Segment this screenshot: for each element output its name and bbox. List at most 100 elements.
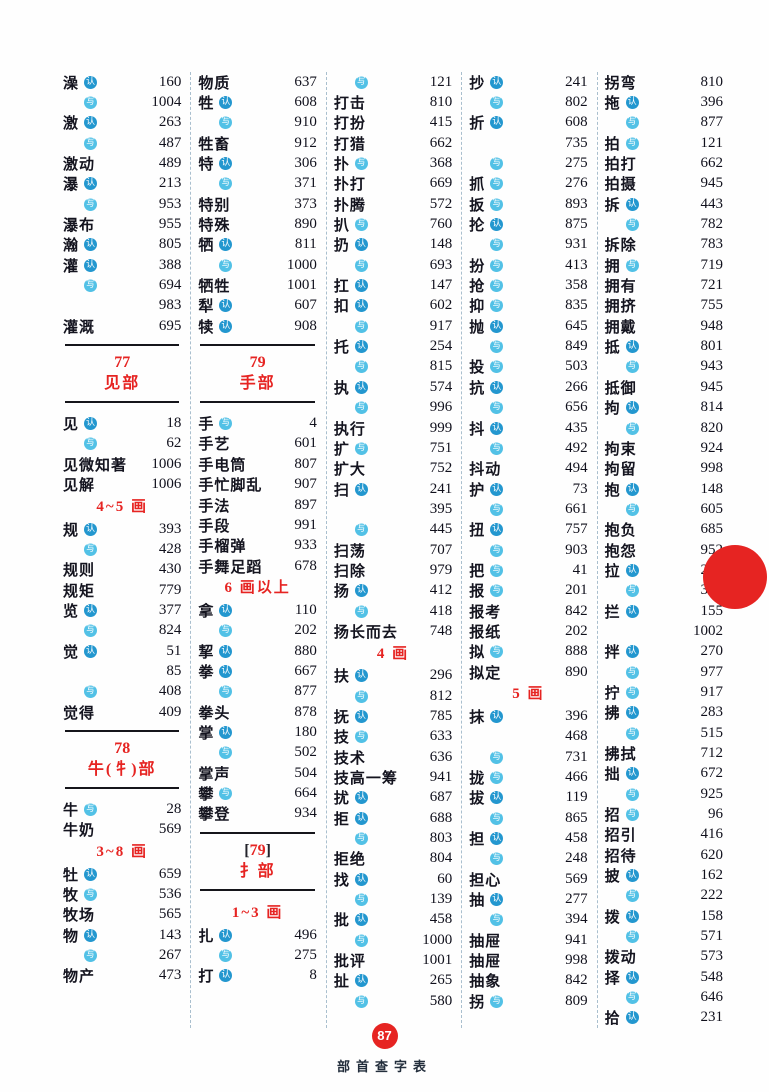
ren-icon: 认 (219, 969, 233, 983)
entry-word: 扑打 (333, 177, 366, 194)
entry-row: 写 865 (469, 808, 588, 828)
entry-page-number: 983 (158, 297, 182, 314)
entry-word: 抽象 (469, 974, 502, 991)
entry-row: 写 661 (469, 499, 588, 519)
xie-icon: 写 (219, 624, 233, 638)
xie-icon: 写 (490, 645, 504, 659)
entry-page-number: 875 (565, 216, 588, 233)
entry-word: 手忙脚乱 (198, 478, 263, 495)
entry-page-number: 445 (429, 521, 453, 538)
entry-row: 扑腾 572 (334, 194, 452, 214)
entry-page-number: 413 (565, 256, 588, 273)
entry-row: 写 877 (605, 113, 723, 133)
entry-word: 抱负 (604, 523, 637, 540)
entry-page-number: 458 (429, 911, 453, 928)
entry-word: 牡 (63, 867, 80, 884)
entry-page-number: 1002 (693, 622, 724, 639)
entry-row: 拘束 924 (605, 438, 723, 458)
entry-word: 拟定 (469, 665, 502, 682)
entry-word: 澡 (63, 75, 80, 92)
entry-row: 扳写 893 (469, 194, 587, 214)
xie-icon: 写 (354, 75, 368, 89)
entry-row: 见微知著 1006 (63, 454, 181, 474)
entry-word: 拥挤 (604, 299, 637, 316)
entry-row: 扬长而去 748 (334, 621, 452, 641)
entry-row: 手电筒 807 (198, 454, 316, 474)
entry-row: 写 925 (605, 784, 723, 804)
entry-row: 写 953 (63, 194, 181, 214)
entry-word: 拦 (604, 604, 621, 621)
entry-page-number: 409 (158, 703, 182, 720)
entry-row: 牲畜 912 (198, 133, 316, 153)
entry-word: 技高一筹 (333, 771, 398, 788)
entry-row: 写 408 (63, 682, 181, 702)
ren-icon: 认 (354, 974, 368, 988)
xie-icon: 写 (625, 360, 639, 374)
entry-word: 拘留 (604, 462, 637, 479)
entry-word: 牲畜 (198, 136, 231, 153)
entry-page-number: 999 (429, 419, 453, 436)
entry-page-number: 607 (294, 297, 317, 314)
ren-icon: 认 (490, 523, 504, 537)
entry-page-number: 296 (429, 667, 453, 684)
entry-page-number: 473 (158, 967, 182, 984)
xie-icon: 写 (219, 258, 233, 272)
entry-row: 扰认 687 (334, 788, 452, 808)
entry-row: 写 202 (198, 621, 317, 641)
entry-page-number: 85 (166, 662, 182, 679)
index-column-4: 抄认 241 写 802 折认 608 735 写 275 抓写 276 扳写 893 抡认 875 写 931… (461, 72, 596, 1029)
entry-row: 扑打 669 (334, 174, 452, 194)
entry-row: 灌认 388 (63, 255, 181, 275)
entry-word: 手艺 (198, 437, 231, 454)
entry-page-number: 393 (158, 520, 182, 537)
entry-row: 招引 416 (605, 825, 723, 845)
ren-icon: 认 (625, 96, 639, 110)
entry-page-number: 917 (429, 317, 453, 334)
entry-word: 抽 (469, 893, 486, 910)
xie-icon: 写 (219, 116, 233, 130)
entry-word: 规矩 (63, 583, 96, 600)
entry-page-number: 147 (429, 277, 453, 294)
entry-page-number: 548 (700, 968, 724, 985)
entry-page-number: 73 (572, 480, 588, 497)
entry-page-number: 979 (429, 561, 453, 578)
ren-icon: 认 (219, 299, 233, 313)
entry-row: 觉得 409 (63, 702, 181, 722)
entry-page-number: 489 (158, 155, 182, 172)
stroke-count-subheader: 4~5 画 (96, 498, 148, 515)
entry-row: 983 (63, 296, 182, 316)
entry-word: 拖 (604, 96, 621, 113)
entry-row: 激认 263 (63, 113, 181, 133)
entry-page-number: 263 (158, 114, 182, 131)
entry-row: 拦认 155 (605, 601, 723, 621)
entry-row: 写 815 (334, 357, 452, 377)
ren-icon: 认 (219, 725, 233, 739)
entry-page-number: 933 (294, 537, 317, 554)
entry-page-number: 782 (700, 216, 724, 233)
xie-icon: 写 (354, 523, 368, 537)
entry-row: 抹认 396 (469, 706, 587, 726)
entry-row: 85 (63, 661, 181, 681)
entry-row: 技写 633 (334, 727, 452, 747)
entry-page-number: 231 (700, 1009, 724, 1026)
entry-page-number: 646 (700, 989, 724, 1006)
entry-row: 写 248 (469, 849, 588, 869)
entry-page-number: 903 (565, 541, 588, 558)
entry-row: 护认 73 (469, 479, 587, 499)
entry-page-number: 155 (700, 602, 724, 619)
xie-icon: 写 (354, 933, 368, 947)
entry-row: 扔认 148 (334, 235, 452, 255)
entry-word: 抓 (469, 177, 486, 194)
entry-page-number: 180 (294, 723, 317, 740)
entry-word: 手榴弹 (198, 539, 247, 556)
entry-row: 手舞足蹈 678 (198, 556, 316, 576)
entry-row: 写 394 (469, 910, 588, 930)
entry-word: 拒绝 (333, 852, 366, 869)
entry-page-number: 917 (700, 683, 724, 700)
xie-icon: 写 (625, 685, 639, 699)
ren-icon: 认 (625, 340, 639, 354)
ren-icon: 认 (490, 380, 504, 394)
entry-word: 拳 (198, 664, 215, 681)
entry-word: 扫 (333, 482, 350, 499)
entry-row: 写 694 (63, 275, 181, 295)
